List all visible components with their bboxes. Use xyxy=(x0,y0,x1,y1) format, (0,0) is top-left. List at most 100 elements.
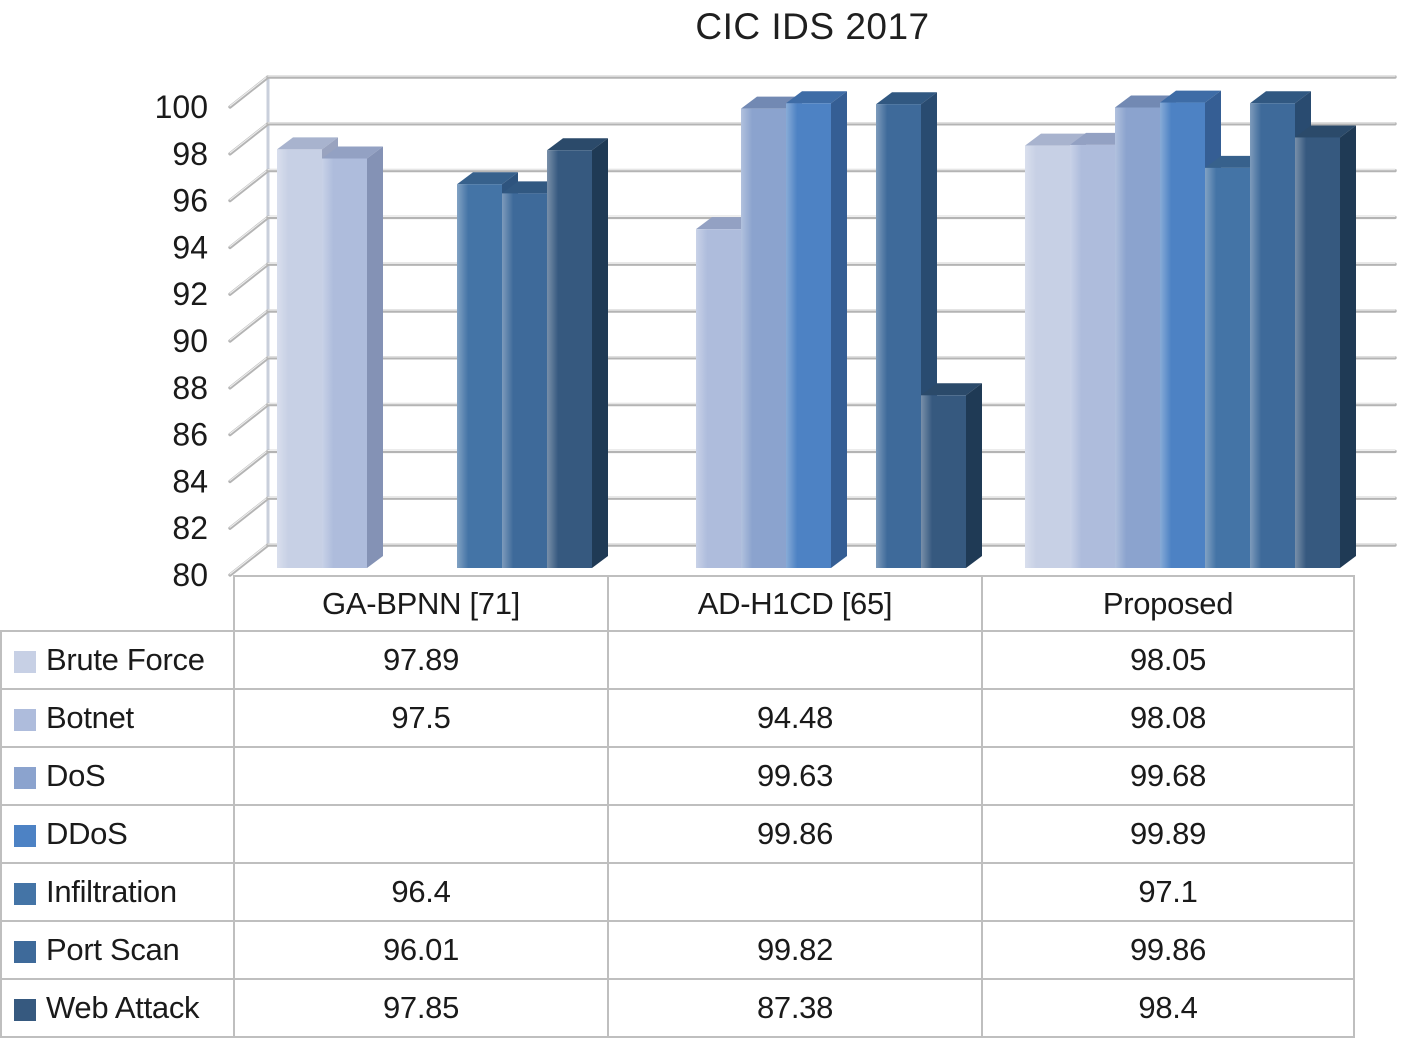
bar-top-face xyxy=(876,92,937,105)
value-cell: 97.85 xyxy=(233,978,609,1038)
bar-front-highlight xyxy=(322,158,367,568)
bar-front-highlight xyxy=(696,229,741,568)
series-name: Brute Force xyxy=(46,642,205,677)
value-cell: 96.01 xyxy=(233,920,609,980)
tick-mark xyxy=(228,215,270,250)
value-cell: 94.48 xyxy=(607,688,983,748)
legend-header-spacer xyxy=(1,576,234,631)
bar-top-face xyxy=(1160,90,1221,103)
bar-top-face xyxy=(1295,125,1356,138)
legend-swatch xyxy=(14,941,36,963)
tick-mark xyxy=(228,168,270,203)
tick-mark xyxy=(228,122,270,156)
tick-mark xyxy=(228,402,270,437)
category-header-row: GA-BPNN [71] AD-H1CD [65] Proposed xyxy=(1,575,1355,632)
bar-top-face xyxy=(457,172,518,185)
category-header: Proposed xyxy=(981,575,1355,632)
tick-mark xyxy=(228,356,270,390)
bar-front-highlight xyxy=(876,104,921,568)
y-axis-tick-label: 86 xyxy=(172,417,208,453)
value-cell: 98.08 xyxy=(981,688,1355,748)
category-header: AD-H1CD [65] xyxy=(607,575,983,632)
data-table: GA-BPNN [71] AD-H1CD [65] Proposed Brute F… xyxy=(0,575,1355,1038)
series-name: Botnet xyxy=(46,700,134,735)
value-cell xyxy=(233,746,609,806)
value-cell xyxy=(233,804,609,864)
bar xyxy=(322,146,383,568)
bar-front-highlight xyxy=(277,149,322,568)
bars xyxy=(277,90,1356,569)
bar xyxy=(921,383,982,568)
bar-chart-3d: 80 82 84 86 88 90 92 94 96 98 100 xyxy=(155,75,1397,593)
bar-top-face xyxy=(547,138,608,151)
bar-front-highlight xyxy=(1160,102,1205,568)
bar-front-highlight xyxy=(547,150,592,568)
bar-side-face xyxy=(831,91,847,568)
value-cell xyxy=(607,862,983,922)
category-header: GA-BPNN [71] xyxy=(233,575,609,632)
y-axis-tick-label: 84 xyxy=(172,463,208,499)
bar xyxy=(1295,125,1356,568)
y-axis-tick-label: 80 xyxy=(172,557,208,593)
bar-front-highlight xyxy=(457,184,502,569)
bar xyxy=(1250,91,1311,568)
y-axis-labels: 80 82 84 86 88 90 92 94 96 98 100 xyxy=(155,89,208,593)
tick-mark xyxy=(228,496,270,530)
y-axis-tick-label: 90 xyxy=(172,323,208,359)
value-cell: 99.68 xyxy=(981,746,1355,806)
bar-front-highlight xyxy=(786,103,831,568)
value-cell: 99.63 xyxy=(607,746,983,806)
value-cell: 97.5 xyxy=(233,688,609,748)
y-axis-tick-label: 82 xyxy=(172,510,208,546)
value-cell: 98.05 xyxy=(981,630,1355,690)
bar-top-face xyxy=(921,383,982,396)
bar-front-highlight xyxy=(1205,167,1250,569)
bar-side-face xyxy=(966,383,982,568)
legend-swatch xyxy=(14,825,36,847)
legend-swatch xyxy=(14,999,36,1021)
table-body: Brute Force 97.89 98.05 Botnet 97.5 94.48 98.0… xyxy=(0,630,1355,1038)
table-row: Infiltration 96.4 97.1 xyxy=(0,862,1355,922)
bar-front-highlight xyxy=(741,108,786,569)
bar-top-face xyxy=(786,91,847,104)
bar-front-highlight xyxy=(1115,107,1160,568)
series-name: Web Attack xyxy=(46,990,200,1025)
legend-cell: Botnet xyxy=(0,688,235,748)
series-name: Port Scan xyxy=(46,932,180,967)
legend-swatch xyxy=(14,883,36,905)
value-cell: 98.4 xyxy=(981,978,1355,1038)
bar-top-face xyxy=(1250,91,1311,104)
bar-front-highlight xyxy=(1025,145,1070,568)
bar-top-face xyxy=(1025,133,1086,146)
series-name: DoS xyxy=(46,758,106,793)
bar-top-face xyxy=(277,137,338,150)
y-axis-tick-label: 92 xyxy=(172,276,208,312)
bar-side-face xyxy=(367,146,383,568)
value-cell: 96.4 xyxy=(233,862,609,922)
y-axis-tick-label: 88 xyxy=(172,370,208,406)
y-axis-tick-label: 94 xyxy=(172,229,208,265)
table-row: Brute Force 97.89 98.05 xyxy=(0,630,1355,690)
bar-side-face xyxy=(1340,125,1356,568)
legend-swatch xyxy=(14,709,36,731)
tick-mark xyxy=(228,75,270,109)
legend-cell: Port Scan xyxy=(0,920,235,980)
bar-side-face xyxy=(592,138,608,568)
y-axis-tick-label: 98 xyxy=(172,136,208,172)
legend-cell: DoS xyxy=(0,746,235,806)
legend-swatch xyxy=(14,651,36,673)
gridline xyxy=(266,75,1397,79)
table-header-row: GA-BPNN [71] AD-H1CD [65] Proposed xyxy=(1,575,1355,632)
bar xyxy=(547,138,608,568)
bar-front-highlight xyxy=(921,395,966,568)
value-cell: 99.86 xyxy=(981,920,1355,980)
bar-top-face xyxy=(322,146,383,159)
value-cell: 87.38 xyxy=(607,978,983,1038)
table-row: Port Scan 96.01 99.82 99.86 xyxy=(0,920,1355,980)
bar-front-highlight xyxy=(1070,144,1115,569)
legend-swatch xyxy=(14,767,36,789)
tick-mark xyxy=(228,262,270,296)
chart-title: CIC IDS 2017 xyxy=(695,6,930,47)
table-row: DDoS 99.86 99.89 xyxy=(0,804,1355,864)
